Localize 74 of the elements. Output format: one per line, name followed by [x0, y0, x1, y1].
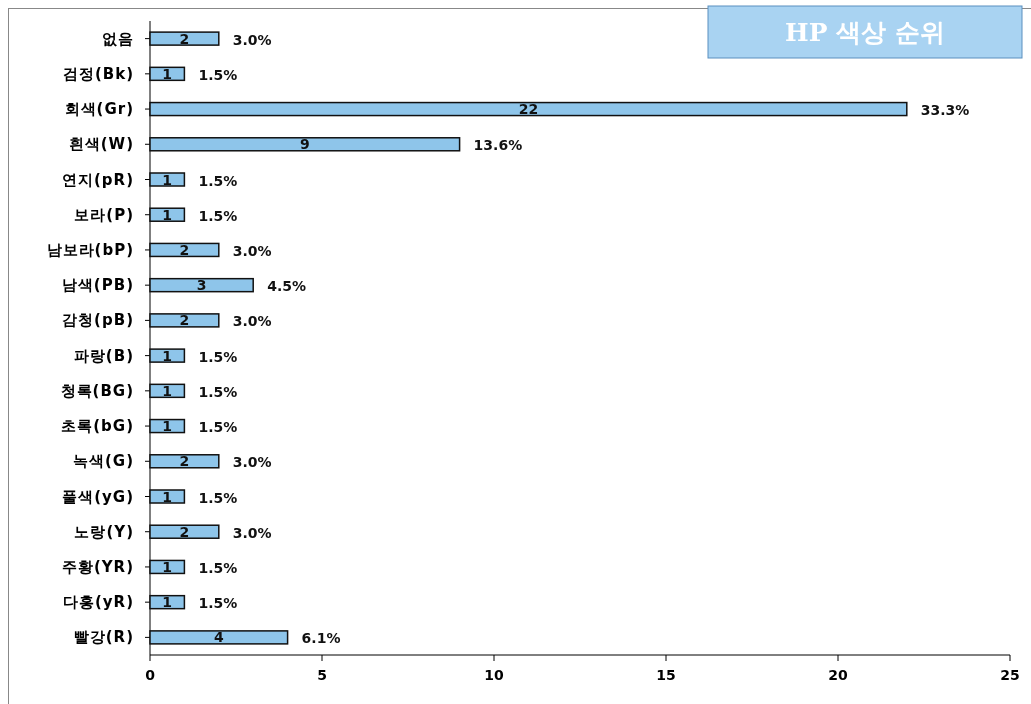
data-label: 1 — [162, 488, 173, 505]
y-tick-label: 검정(Bk) — [62, 64, 134, 83]
data-label: 1 — [162, 65, 173, 82]
annotation: 3.0% — [232, 524, 272, 541]
y-tick-label: 연지(pR) — [62, 170, 134, 189]
data-label: 22 — [518, 101, 539, 118]
x-tick-label: 20 — [828, 667, 848, 683]
chart-title: HP 색상 순위 — [785, 18, 945, 47]
annotation: 13.6% — [473, 137, 523, 154]
bar — [149, 277, 254, 293]
annotation: 3.0% — [232, 454, 272, 471]
data-label: 1 — [162, 171, 173, 188]
bar — [149, 489, 186, 504]
data-label: 1 — [162, 206, 173, 223]
bar — [149, 207, 186, 222]
annotation: 33.3% — [920, 102, 970, 119]
y-tick-label: 파랑(B) — [73, 346, 134, 365]
x-tick-label: 10 — [484, 667, 504, 683]
x-tick-label: 25 — [1000, 667, 1020, 683]
data-label: 4 — [213, 629, 224, 646]
y-tick-label: 빨강(R) — [73, 628, 134, 647]
data-label: 1 — [162, 558, 173, 575]
bar — [149, 524, 220, 539]
annotation: 1.5% — [198, 489, 238, 506]
y-tick-label: 감청(pB) — [62, 311, 134, 330]
bar — [149, 630, 289, 645]
annotation: 1.5% — [198, 348, 238, 365]
y-tick-label: 보라(P) — [74, 205, 134, 224]
data-label: 1 — [162, 347, 173, 364]
y-tick-label: 녹색(G) — [72, 452, 134, 471]
y-tick-label: 다홍(yR) — [62, 593, 134, 612]
annotation: 1.5% — [198, 207, 238, 224]
annotation: 3.0% — [232, 313, 272, 330]
x-tick-label: 15 — [656, 667, 676, 683]
annotation: 4.5% — [267, 278, 307, 295]
y-tick-label: 풀색(yG) — [62, 487, 134, 506]
y-tick-label: 남보라(bP) — [46, 240, 134, 259]
y-tick-label: 회색(Gr) — [64, 100, 134, 119]
data-label: 2 — [179, 523, 190, 540]
bar — [149, 31, 220, 46]
bar — [149, 454, 220, 469]
data-label: 1 — [162, 382, 173, 399]
data-label: 2 — [179, 30, 190, 47]
y-tick-label: 청록(BG) — [60, 381, 134, 400]
x-tick-label: 5 — [317, 667, 327, 683]
annotation: 1.5% — [198, 595, 238, 612]
data-label: 3 — [196, 277, 207, 294]
data-label: 2 — [179, 241, 190, 258]
bar — [149, 348, 186, 363]
annotation: 1.5% — [198, 419, 238, 436]
x-tick-label: 0 — [145, 667, 156, 683]
annotation: 6.1% — [301, 630, 341, 647]
annotation: 3.0% — [232, 31, 272, 48]
annotation: 3.0% — [232, 242, 272, 259]
bar — [149, 101, 908, 117]
data-label: 1 — [162, 418, 173, 435]
y-tick-label: 흰색(W) — [68, 135, 134, 154]
annotation: 1.5% — [198, 66, 238, 83]
bar — [149, 137, 461, 152]
y-tick-label: 없음 — [102, 29, 134, 48]
y-tick-label: 주황(YR) — [61, 557, 134, 576]
bar — [149, 172, 186, 187]
annotation: 1.5% — [198, 559, 238, 576]
data-label: 1 — [162, 594, 173, 611]
data-label: 2 — [179, 453, 190, 470]
data-label: 9 — [299, 136, 310, 153]
y-tick-label: 남색(PB) — [61, 276, 134, 295]
bar — [149, 242, 220, 258]
bar — [149, 313, 220, 328]
data-label: 2 — [179, 312, 190, 329]
annotation: 1.5% — [198, 172, 238, 189]
y-tick-label: 노랑(Y) — [74, 522, 134, 541]
annotation: 1.5% — [198, 383, 238, 400]
y-tick-label: 초록(bG) — [61, 417, 134, 436]
